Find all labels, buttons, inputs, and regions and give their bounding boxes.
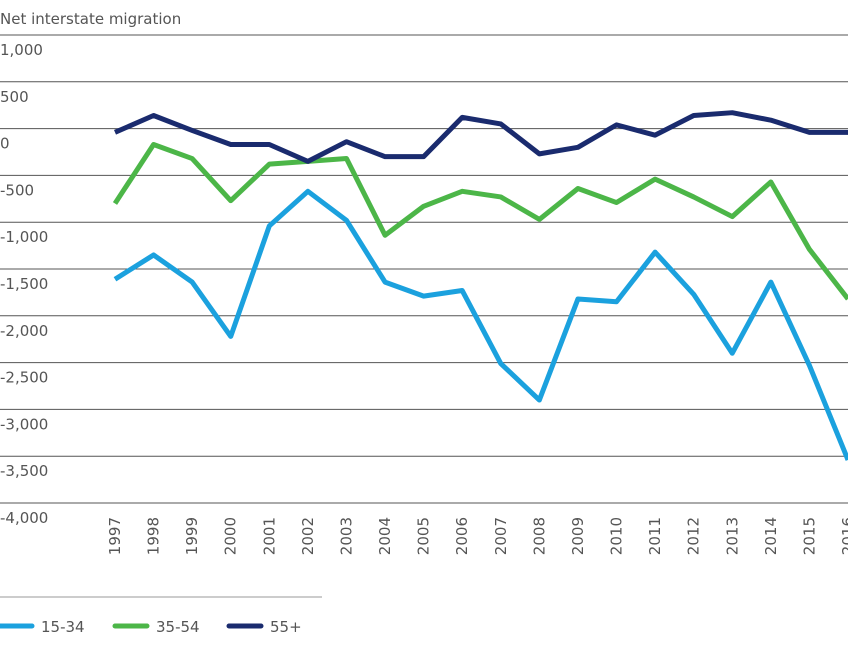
x-tick-label: 2005 (415, 517, 433, 555)
line-series (112, 142, 848, 301)
x-tick-label: 2003 (337, 517, 355, 555)
y-tick-label: -2,000 (0, 322, 48, 340)
x-tick-label: 2016 (839, 517, 848, 555)
x-tick-label: 2004 (376, 517, 394, 555)
line-series (113, 188, 848, 461)
x-tick-label: 2014 (762, 517, 780, 555)
x-tick-label: 2001 (260, 517, 278, 555)
x-tick-label: 2002 (299, 517, 317, 555)
x-tick-label: 2007 (492, 517, 510, 555)
x-tick-label: 2011 (646, 517, 664, 555)
y-tick-label: -3,000 (0, 415, 48, 433)
x-tick-label: 2010 (608, 517, 626, 555)
x-tick-label: 1998 (145, 517, 163, 555)
legend-label: 55+ (270, 618, 302, 636)
x-tick-label: 2009 (569, 517, 587, 555)
x-tick-label: 2013 (723, 517, 741, 555)
x-tick-label: 2012 (685, 517, 703, 555)
y-tick-label: -3,500 (0, 462, 48, 480)
x-tick-label: 2006 (453, 517, 471, 555)
legend-label: 15-34 (41, 618, 85, 636)
y-tick-label: -1,000 (0, 228, 48, 246)
y-tick-label: 1,000 (0, 41, 43, 59)
y-tick-label: 500 (0, 88, 29, 106)
y-tick-label: 0 (0, 135, 10, 153)
y-axis-title: Net interstate migration (0, 10, 181, 28)
y-tick-label: -4,000 (0, 509, 48, 527)
x-tick-label: 1999 (183, 517, 201, 555)
y-tick-label: -500 (0, 181, 34, 199)
line-series (113, 110, 848, 164)
x-tick-label: 2000 (222, 517, 240, 555)
x-tick-label: 1997 (106, 517, 124, 555)
legend-label: 35-54 (156, 618, 200, 636)
x-tick-label: 2008 (530, 517, 548, 555)
x-tick-label: 2015 (800, 517, 818, 555)
y-tick-label: -2,500 (0, 369, 48, 387)
y-tick-label: -1,500 (0, 275, 48, 293)
